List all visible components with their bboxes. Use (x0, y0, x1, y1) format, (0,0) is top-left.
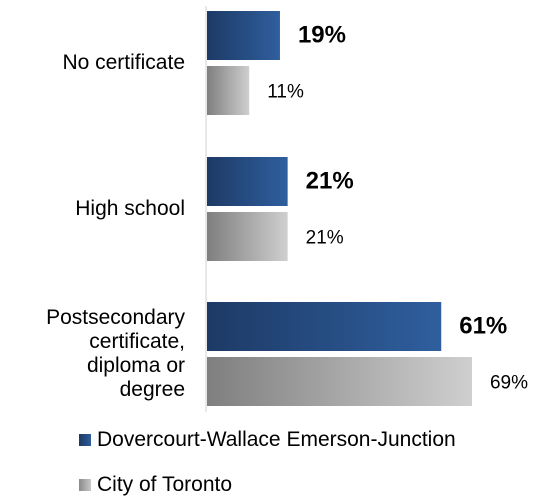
value-label-series-0-cat-1: 21% (306, 168, 354, 195)
bar-series-0-cat-0 (207, 11, 280, 60)
value-label-series-1-cat-0: 11% (267, 82, 304, 103)
category-label-0: No certificate (5, 51, 185, 75)
legend-item-series-1: City of Toronto (79, 473, 232, 497)
legend-label-series-0: Dovercourt-Wallace Emerson-Junction (97, 428, 456, 451)
bar-series-1-cat-2 (207, 357, 472, 406)
legend-swatch-series-0 (79, 434, 91, 446)
legend-swatch-series-1 (79, 479, 91, 491)
category-label-1-line-0: High school (75, 197, 185, 220)
category-label-0-line-0: No certificate (62, 51, 185, 74)
category-label-1: High school (5, 197, 185, 221)
category-label-2-line-1: certificate, (89, 330, 185, 353)
legend-label-series-1: City of Toronto (97, 473, 233, 496)
legend-item-series-0: Dovercourt-Wallace Emerson-Junction (79, 428, 456, 452)
bar-series-0-cat-1 (207, 157, 288, 206)
category-label-2-line-3: degree (119, 378, 185, 401)
value-label-series-1-cat-2: 69% (490, 373, 528, 394)
bar-series-0-cat-2 (207, 302, 442, 351)
bar-series-1-cat-1 (207, 212, 288, 261)
category-label-2-line-0: Postsecondary (46, 306, 185, 329)
value-label-series-0-cat-0: 19% (298, 22, 346, 49)
category-label-2-line-2: diploma or (86, 354, 185, 377)
value-label-series-1-cat-1: 21% (306, 228, 344, 249)
value-label-series-0-cat-2: 61% (459, 313, 507, 340)
category-label-2: Postsecondary certificate, diploma or degre… (5, 306, 185, 402)
bar-series-1-cat-0 (207, 66, 250, 115)
